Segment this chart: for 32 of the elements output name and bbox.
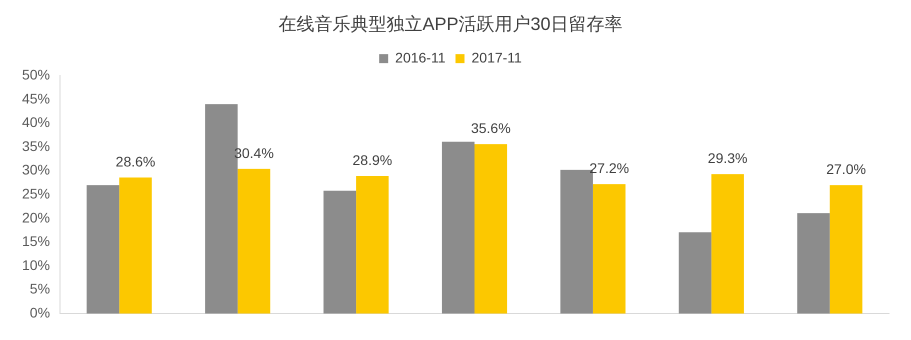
- data-label: 35.6%: [470, 120, 511, 136]
- legend-label: 2016-11: [395, 49, 446, 66]
- y-tick-label: 15%: [22, 233, 50, 250]
- chart-title: 在线音乐典型独立APP活跃用户30日留存率: [278, 14, 623, 34]
- y-tick-label: 50%: [22, 66, 50, 82]
- y-tick-label: 20%: [22, 209, 50, 226]
- bar: [442, 142, 475, 314]
- data-label: 28.6%: [116, 153, 156, 170]
- y-tick-label: 45%: [22, 90, 50, 106]
- bar: [797, 213, 830, 314]
- data-label: 27.2%: [589, 160, 630, 176]
- y-tick-label: 25%: [22, 185, 50, 202]
- y-tick-label: 35%: [22, 138, 50, 154]
- bar: [119, 177, 152, 314]
- data-label: 27.0%: [826, 160, 866, 177]
- bar: [830, 185, 862, 314]
- bar: [592, 184, 626, 314]
- y-tick-label: 5%: [30, 280, 50, 297]
- legend-label: 2017-11: [472, 49, 522, 66]
- bar: [678, 232, 712, 314]
- y-tick-label: 10%: [22, 256, 50, 273]
- bar: [86, 185, 120, 314]
- data-label: 29.3%: [708, 150, 748, 166]
- bar: [711, 174, 744, 314]
- y-tick-label: 0%: [30, 304, 50, 320]
- y-tick-label: 40%: [22, 114, 50, 130]
- bar: [238, 168, 270, 314]
- y-tick-label: 30%: [22, 162, 50, 178]
- bar: [356, 176, 389, 314]
- data-label: 28.9%: [352, 152, 392, 168]
- bar: [474, 144, 508, 314]
- bar: [324, 190, 356, 314]
